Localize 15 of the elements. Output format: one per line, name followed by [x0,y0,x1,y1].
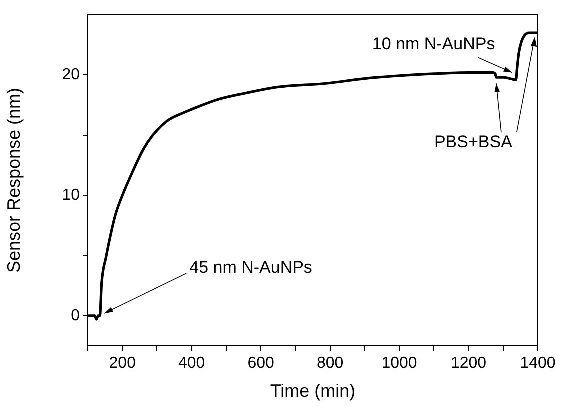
y-axis-title: Sensor Response (nm) [4,88,24,274]
x-tick-label: 200 [109,355,136,372]
x-tick-label: 800 [316,355,344,372]
y-tick-label: 10 [62,186,80,204]
x-tick-label: 400 [178,355,206,372]
x-axis-title: Time (min) [270,381,356,402]
y-tick-label: 20 [62,66,80,84]
y-tick-label: 0 [71,307,80,324]
x-tick-label: 1400 [520,355,556,372]
annotation: 10 nm N-AuNPs [372,34,496,54]
annotation: 45 nm N-AuNPs [190,258,312,278]
x-tick-label: 600 [248,355,275,372]
x-tick-label: 1200 [450,355,487,372]
x-tick-label: 1000 [382,355,418,372]
annotation: PBS+BSA [434,132,514,152]
